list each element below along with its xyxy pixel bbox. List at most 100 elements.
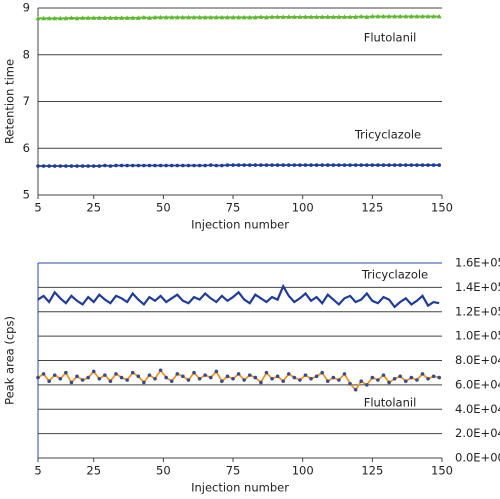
marker [186, 378, 191, 382]
marker [197, 14, 203, 20]
marker [231, 376, 235, 381]
marker [420, 163, 425, 167]
marker [409, 375, 414, 380]
marker [142, 380, 146, 385]
marker [146, 15, 152, 20]
marker [236, 372, 241, 376]
marker [437, 375, 442, 380]
y-tick-label: 1.6E+05 [455, 256, 500, 270]
marker [220, 379, 224, 384]
marker [259, 163, 263, 167]
marker [175, 163, 180, 168]
marker [420, 372, 425, 376]
marker [331, 375, 336, 380]
marker [236, 14, 242, 20]
marker [103, 373, 107, 377]
marker [381, 373, 386, 377]
marker [303, 163, 308, 167]
marker [163, 14, 169, 20]
marker [192, 370, 196, 375]
marker [142, 163, 146, 168]
x-tick-label: 50 [156, 464, 171, 478]
marker [41, 164, 46, 168]
marker [108, 164, 113, 168]
marker [158, 163, 163, 168]
marker [381, 163, 386, 167]
marker [247, 163, 252, 167]
marker [158, 14, 164, 20]
marker [342, 372, 347, 376]
y-axis-label: Peak area (cps) [3, 316, 17, 405]
marker [114, 163, 118, 168]
marker [147, 373, 152, 377]
marker [292, 163, 297, 167]
marker [180, 14, 186, 20]
marker [275, 374, 280, 379]
marker [342, 163, 347, 167]
marker [397, 13, 403, 19]
marker [359, 163, 364, 167]
marker [431, 163, 436, 167]
marker [181, 163, 185, 168]
marker [85, 15, 91, 20]
marker [415, 378, 419, 382]
y-tick-label: 9 [23, 1, 30, 15]
marker [403, 13, 409, 19]
marker [291, 14, 297, 19]
marker [437, 163, 442, 167]
marker [275, 163, 280, 167]
marker [141, 14, 147, 20]
marker [398, 163, 403, 167]
marker [58, 164, 63, 168]
marker [52, 373, 57, 377]
marker [136, 374, 141, 379]
marker [75, 374, 79, 379]
marker [281, 163, 285, 167]
marker [375, 13, 381, 19]
annotation: Tricyclazole [354, 128, 421, 142]
marker [403, 163, 408, 167]
marker [275, 14, 281, 19]
marker [80, 15, 86, 20]
marker [336, 14, 342, 19]
marker [96, 15, 102, 20]
marker [431, 374, 436, 379]
marker [69, 164, 74, 168]
marker [347, 14, 353, 19]
marker [370, 163, 375, 167]
marker [259, 380, 263, 385]
marker [186, 163, 191, 168]
marker [414, 13, 420, 19]
marker [36, 164, 40, 168]
x-tick-label: 100 [292, 201, 314, 215]
marker [387, 163, 391, 167]
series-line [37, 283, 440, 309]
x-axis-label: Injection number [191, 218, 289, 232]
marker [219, 14, 225, 20]
marker [353, 14, 359, 19]
marker [147, 163, 152, 168]
marker [97, 164, 102, 168]
marker [208, 375, 213, 380]
x-tick-label: 150 [431, 464, 453, 478]
marker [41, 15, 47, 21]
marker [130, 370, 135, 375]
marker [269, 14, 275, 19]
marker [91, 369, 96, 374]
marker [202, 14, 208, 20]
marker [107, 15, 113, 20]
marker [320, 163, 324, 167]
marker [52, 15, 58, 21]
marker [208, 14, 214, 20]
marker [224, 14, 230, 20]
marker [164, 163, 168, 168]
marker [69, 380, 74, 385]
marker [153, 376, 157, 381]
marker [325, 379, 330, 384]
marker [364, 163, 369, 167]
marker [426, 163, 430, 167]
marker [337, 163, 341, 167]
marker [86, 164, 90, 168]
marker [253, 375, 258, 380]
marker [125, 378, 129, 382]
